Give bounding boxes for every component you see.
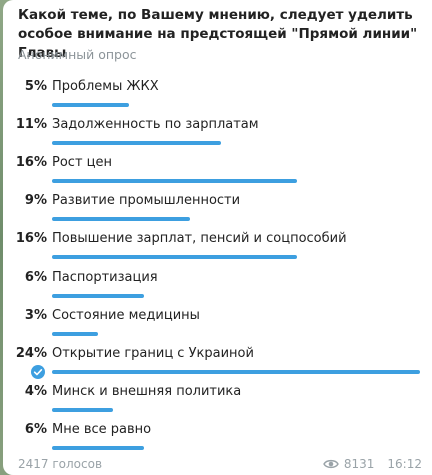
eye-icon bbox=[323, 458, 339, 470]
poll-option[interactable]: 3% Состояние медицины bbox=[3, 307, 432, 345]
message-meta: 8131 16:12 bbox=[323, 457, 422, 471]
poll-option-percent: 3% bbox=[24, 307, 47, 323]
poll-option-percent: 5% bbox=[24, 79, 47, 94]
poll-option-percent: 9% bbox=[24, 193, 47, 209]
poll-option-bar bbox=[52, 103, 129, 107]
poll-option[interactable]: 6% Мне все равно bbox=[3, 421, 432, 459]
poll-option-bar bbox=[52, 293, 144, 298]
checkmark-circle-icon bbox=[31, 364, 45, 379]
poll-option-label: Состояние медицины bbox=[52, 307, 200, 323]
poll-option-bar bbox=[52, 217, 190, 222]
poll-option-bar bbox=[52, 445, 144, 450]
poll-option-bar bbox=[52, 179, 297, 184]
poll-option-label: Минск и внешняя политика bbox=[52, 383, 242, 399]
poll-option[interactable]: 9% Развитие промышленности bbox=[3, 192, 432, 230]
poll-option-bar bbox=[52, 407, 113, 412]
poll-option-label: Открытие границ с Украиной bbox=[52, 345, 254, 361]
poll-option-label: Задолженность по зарплатам bbox=[52, 117, 259, 133]
poll-option[interactable]: 24% Открытие границ с Украиной bbox=[3, 345, 432, 383]
poll-option[interactable]: 6% Паспортизация bbox=[3, 269, 432, 307]
poll-option[interactable]: 4% Минск и внешняя политика bbox=[3, 383, 432, 421]
poll-option-label: Проблемы ЖКХ bbox=[52, 79, 159, 94]
poll-question: Какой теме, по Вашему мнению, следует уд… bbox=[18, 7, 418, 61]
poll-option-label: Рост цен bbox=[52, 155, 112, 171]
poll-option-percent: 6% bbox=[24, 421, 47, 437]
poll-option-percent: 11% bbox=[15, 117, 47, 133]
poll-option-bar bbox=[52, 141, 221, 146]
poll-option-label: Повышение зарплат, пенсий и соцпособий bbox=[52, 231, 347, 247]
poll-option-percent: 16% bbox=[15, 155, 47, 171]
poll-option[interactable]: 16% Рост цен bbox=[3, 154, 432, 192]
poll-option-percent: 24% bbox=[15, 345, 47, 361]
poll-option-label: Мне все равно bbox=[52, 421, 152, 437]
views-count: 8131 bbox=[343, 457, 375, 471]
poll-option-label: Паспортизация bbox=[52, 269, 158, 285]
poll-option[interactable]: 5% Проблемы ЖКХ bbox=[3, 78, 432, 116]
poll-option-label: Развитие промышленности bbox=[52, 193, 241, 209]
poll-option-percent: 16% bbox=[15, 231, 47, 247]
poll-option-bar bbox=[52, 331, 98, 336]
poll-option-bar bbox=[52, 369, 420, 374]
poll-votes-count[interactable]: 2417 голосов bbox=[18, 457, 103, 471]
poll-option-percent: 6% bbox=[24, 269, 47, 285]
message-time: 16:12 bbox=[387, 457, 422, 471]
poll-type-label: Анонимный опрос bbox=[18, 47, 137, 62]
poll-option[interactable]: 16% Повышение зарплат, пенсий и соцпособи… bbox=[3, 230, 432, 268]
poll-option-bar bbox=[52, 255, 297, 260]
poll-option-percent: 4% bbox=[24, 383, 47, 399]
poll-option[interactable]: 11% Задолженность по зарплатам bbox=[3, 116, 432, 154]
poll-message-bubble[interactable]: Какой теме, по Вашему мнению, следует уд… bbox=[3, 0, 432, 475]
